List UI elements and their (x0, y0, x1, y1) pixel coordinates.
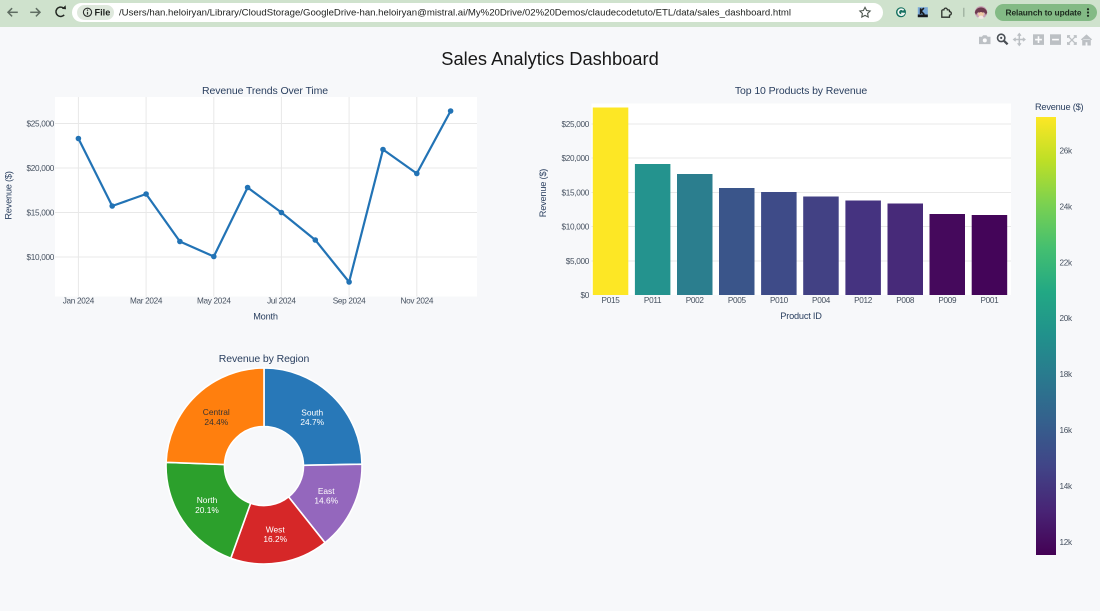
svg-text:$10,000: $10,000 (562, 223, 590, 232)
svg-text:$5,000: $5,000 (566, 257, 590, 266)
svg-text:Month: Month (253, 312, 278, 322)
svg-text:Relaunch to update: Relaunch to update (1006, 8, 1082, 18)
svg-text:/Users/han.heloiryan/Library/C: /Users/han.heloiryan/Library/CloudStorag… (119, 7, 791, 18)
svg-text:22k: 22k (1060, 258, 1074, 267)
svg-text:Revenue ($): Revenue ($) (4, 171, 14, 219)
svg-text:24.4%: 24.4% (204, 417, 228, 427)
svg-text:Product ID: Product ID (780, 311, 822, 321)
svg-text:14.6%: 14.6% (314, 496, 338, 506)
svg-text:Revenue ($): Revenue ($) (1035, 102, 1083, 112)
svg-text:$15,000: $15,000 (27, 209, 55, 218)
svg-text:Revenue Trends Over Time: Revenue Trends Over Time (202, 85, 328, 97)
svg-text:May 2024: May 2024 (197, 297, 231, 306)
svg-text:24.7%: 24.7% (300, 417, 324, 427)
svg-text:Mar 2024: Mar 2024 (130, 297, 163, 306)
svg-text:Revenue by Region: Revenue by Region (219, 353, 310, 365)
svg-text:24k: 24k (1060, 202, 1074, 211)
svg-text:20k: 20k (1060, 314, 1074, 323)
svg-text:Nov 2024: Nov 2024 (400, 297, 433, 306)
svg-text:16k: 16k (1060, 426, 1074, 435)
svg-text:Revenue ($): Revenue ($) (538, 169, 548, 217)
svg-text:Jul 2024: Jul 2024 (267, 297, 296, 306)
svg-text:P012: P012 (854, 296, 873, 305)
svg-text:16.2%: 16.2% (263, 534, 287, 544)
svg-text:Top 10 Products by Revenue: Top 10 Products by Revenue (735, 85, 867, 97)
svg-text:P015: P015 (602, 296, 621, 305)
svg-text:P009: P009 (938, 296, 957, 305)
svg-text:P001: P001 (980, 296, 999, 305)
svg-text:P010: P010 (770, 296, 789, 305)
svg-text:18k: 18k (1060, 370, 1074, 379)
svg-text:Sep 2024: Sep 2024 (333, 297, 366, 306)
svg-text:South: South (301, 407, 323, 417)
svg-text:West: West (266, 524, 286, 534)
svg-text:P011: P011 (644, 296, 662, 305)
svg-text:$15,000: $15,000 (562, 189, 590, 198)
svg-text:P004: P004 (812, 296, 831, 305)
svg-text:East: East (318, 486, 335, 496)
svg-text:$25,000: $25,000 (562, 120, 590, 129)
svg-text:Central: Central (203, 407, 230, 417)
svg-text:14k: 14k (1060, 482, 1074, 491)
svg-text:P005: P005 (728, 296, 747, 305)
svg-text:26k: 26k (1060, 147, 1074, 156)
svg-text:Jan 2024: Jan 2024 (63, 297, 95, 306)
svg-text:North: North (197, 495, 218, 505)
svg-text:20.1%: 20.1% (195, 505, 219, 515)
svg-text:$25,000: $25,000 (27, 120, 55, 129)
svg-text:12k: 12k (1060, 538, 1074, 547)
svg-text:$10,000: $10,000 (27, 253, 55, 262)
svg-text:P002: P002 (686, 296, 705, 305)
svg-text:File: File (95, 8, 111, 18)
svg-text:$20,000: $20,000 (562, 154, 590, 163)
svg-text:$20,000: $20,000 (27, 164, 55, 173)
svg-text:P008: P008 (896, 296, 915, 305)
svg-text:$0: $0 (580, 291, 589, 300)
